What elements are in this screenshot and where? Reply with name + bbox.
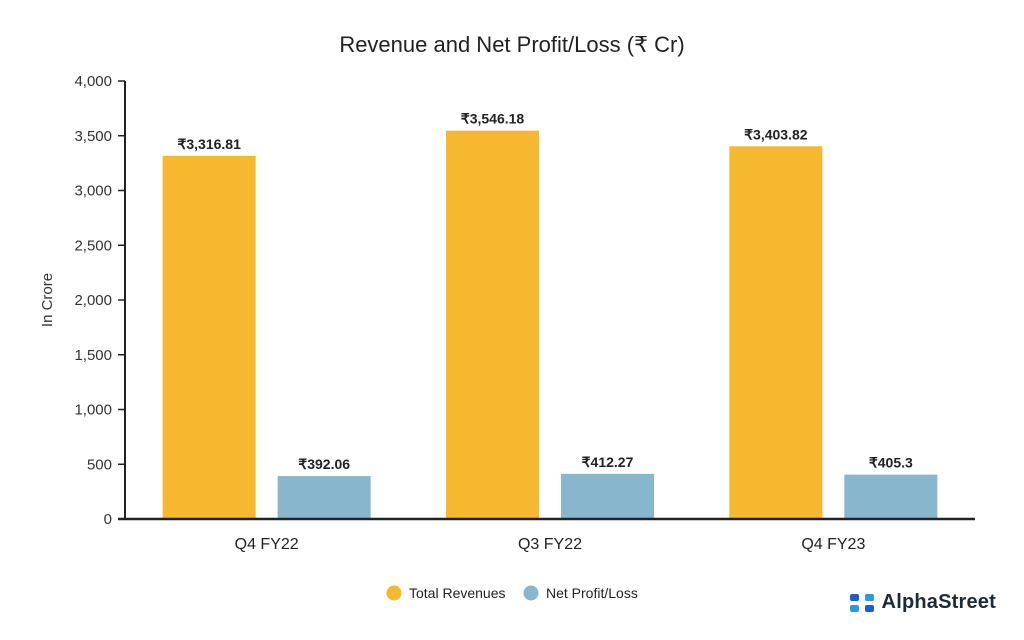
legend-label: Net Profit/Loss <box>546 585 638 601</box>
legend-marker-total-revenues <box>386 585 402 601</box>
y-tick-label: 3,500 <box>74 128 112 145</box>
bar-net-profit-loss <box>844 474 938 519</box>
brand-logo: AlphaStreet <box>849 591 996 614</box>
legend-label: Total Revenues <box>409 585 506 601</box>
bar-data-label: ₹3,546.18 <box>461 111 525 127</box>
bar-net-profit-loss <box>277 476 371 519</box>
x-category-label: Q4 FY23 <box>801 536 865 553</box>
y-tick-label: 2,500 <box>74 237 112 254</box>
x-category-label: Q4 FY22 <box>235 536 299 553</box>
bar-data-label: ₹3,316.81 <box>177 136 241 152</box>
bar-data-label: ₹392.06 <box>298 456 350 472</box>
bar-total-revenues <box>446 130 539 519</box>
bar-data-label: ₹405.3 <box>869 455 913 471</box>
legend-marker-net-profit-loss <box>523 585 539 601</box>
y-tick-label: 4,000 <box>74 73 112 90</box>
y-tick-label: 1,000 <box>74 402 112 419</box>
bar-total-revenues <box>729 146 823 519</box>
plot-area: 0 500 1,000 1,500 2,000 2,500 3,000 3,500 4,000 ₹… <box>74 73 975 553</box>
y-tick-label: 3,000 <box>74 183 112 200</box>
legend: Total Revenues Net Profit/Loss <box>386 585 638 601</box>
brand-name: AlphaStreet <box>881 591 996 613</box>
chart-title: Revenue and Net Profit/Loss (₹ Cr) <box>339 32 684 57</box>
x-category-label: Q3 FY22 <box>518 536 582 553</box>
alphastreet-logo-icon <box>849 593 874 612</box>
bar-net-profit-loss <box>561 473 654 519</box>
y-axis-label: In Crore <box>39 273 56 327</box>
y-tick-label: 500 <box>87 456 112 473</box>
bar-data-label: ₹412.27 <box>582 454 634 470</box>
y-tick-label: 2,000 <box>74 292 112 309</box>
y-tick-label: 0 <box>104 511 112 528</box>
y-tick-label: 1,500 <box>74 347 112 364</box>
bar-data-label: ₹3,403.82 <box>744 126 808 142</box>
bar-total-revenues <box>162 155 256 519</box>
